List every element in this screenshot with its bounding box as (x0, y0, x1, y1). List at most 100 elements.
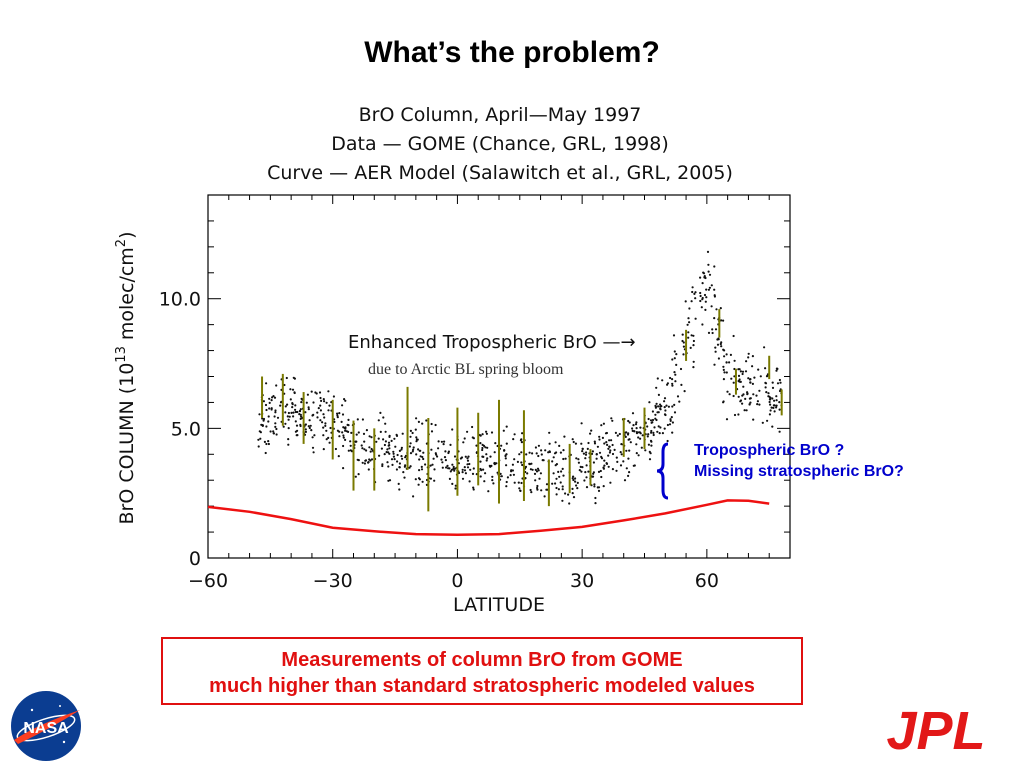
data-point (535, 470, 539, 473)
y-tick-label: 0 (189, 548, 201, 570)
data-point (531, 468, 534, 471)
data-point (700, 306, 703, 309)
data-point (674, 373, 677, 376)
data-point (443, 456, 447, 459)
data-point (304, 423, 307, 426)
data-point (733, 413, 737, 417)
data-point (327, 409, 330, 412)
data-point (340, 420, 343, 423)
data-point (298, 410, 301, 413)
data-point (305, 401, 308, 404)
data-point (367, 461, 370, 464)
data-point (609, 449, 612, 452)
data-point (551, 482, 554, 485)
data-point (579, 465, 582, 468)
data-point (316, 411, 319, 414)
data-point (711, 331, 714, 335)
data-point (637, 436, 640, 439)
data-point (443, 440, 446, 443)
data-point (555, 493, 558, 496)
data-point (720, 345, 723, 348)
data-point (619, 451, 622, 454)
data-point (505, 442, 508, 445)
data-point (264, 451, 267, 455)
side-note: Tropospheric BrO ? Missing stratospheric… (694, 440, 904, 482)
data-point (585, 451, 588, 454)
data-point (463, 437, 466, 440)
data-point (722, 378, 726, 381)
data-point (593, 440, 596, 443)
data-point (401, 432, 404, 435)
data-point (598, 438, 601, 441)
data-point (520, 481, 523, 485)
data-point (610, 417, 613, 420)
data-point (400, 455, 403, 458)
data-point (682, 353, 685, 356)
data-point (722, 368, 725, 371)
data-point (505, 480, 508, 484)
data-point (467, 455, 470, 458)
data-point (343, 398, 346, 401)
data-point (422, 457, 425, 461)
data-point (765, 391, 768, 394)
data-point (778, 378, 782, 382)
data-point (707, 288, 711, 291)
data-point (598, 435, 601, 438)
data-point (607, 447, 610, 450)
data-point (464, 472, 467, 475)
data-point (711, 328, 714, 331)
data-point (771, 425, 774, 428)
data-point (581, 450, 584, 453)
data-point (312, 401, 315, 404)
data-point (623, 479, 627, 482)
data-point (379, 411, 382, 414)
data-point (558, 444, 561, 447)
data-point (398, 462, 401, 465)
data-point (669, 418, 672, 421)
data-point (714, 350, 717, 353)
data-point (644, 449, 647, 452)
data-point (505, 453, 508, 456)
data-point (390, 458, 394, 461)
data-point (420, 465, 423, 468)
data-point (628, 421, 631, 424)
data-point (608, 451, 612, 454)
data-point (682, 345, 686, 348)
data-point (646, 425, 649, 428)
data-point (368, 435, 371, 438)
data-point (409, 435, 412, 438)
data-point (466, 457, 469, 460)
data-point (654, 406, 658, 409)
data-point (316, 416, 319, 419)
data-point (329, 426, 332, 430)
data-point (344, 438, 347, 441)
data-point (766, 419, 769, 422)
data-point (517, 481, 520, 484)
data-point (564, 492, 567, 495)
data-point (692, 334, 695, 337)
data-point (518, 487, 521, 490)
data-point (274, 425, 277, 428)
data-point (637, 454, 640, 457)
data-point (764, 367, 767, 370)
data-point (593, 483, 596, 486)
data-point (328, 441, 331, 444)
data-point (725, 418, 729, 421)
data-point (357, 473, 360, 476)
data-point (704, 276, 707, 280)
data-point (454, 487, 457, 490)
data-point (761, 421, 764, 424)
data-point (342, 444, 345, 448)
data-point (564, 457, 567, 460)
data-point (267, 442, 270, 446)
data-point (648, 458, 652, 461)
data-point (323, 400, 326, 403)
data-point (347, 449, 350, 452)
data-point (703, 275, 706, 278)
data-point (548, 431, 551, 434)
data-point (454, 484, 457, 487)
data-point (354, 475, 357, 478)
data-point (328, 404, 331, 407)
data-point (624, 435, 627, 438)
data-point (676, 395, 680, 398)
